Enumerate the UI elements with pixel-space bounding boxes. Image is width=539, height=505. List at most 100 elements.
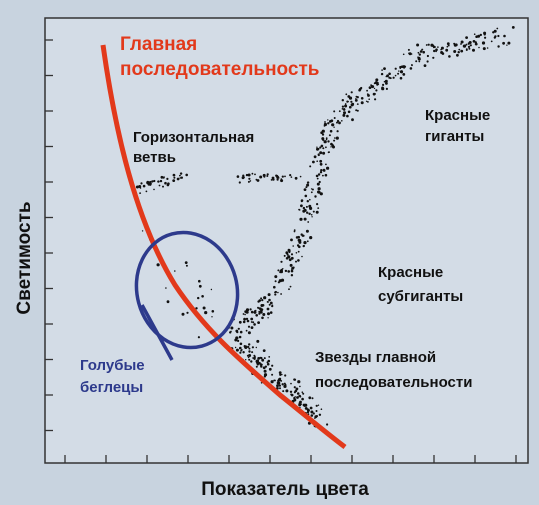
star	[261, 358, 265, 362]
star	[462, 44, 467, 48]
star	[493, 29, 497, 33]
star	[157, 180, 160, 183]
star	[299, 175, 302, 178]
main-sequence-curve	[100, 44, 347, 449]
star	[460, 40, 464, 44]
star	[421, 48, 424, 51]
star	[300, 204, 303, 208]
star	[202, 306, 206, 310]
star	[270, 179, 273, 181]
star	[158, 184, 161, 187]
star	[281, 383, 284, 386]
star	[173, 176, 176, 179]
star	[176, 177, 180, 181]
label: Голубые	[80, 357, 145, 374]
star	[210, 288, 213, 291]
star	[246, 354, 249, 357]
label: гиганты	[425, 128, 484, 145]
star	[298, 209, 301, 211]
star	[271, 364, 274, 367]
star	[327, 119, 329, 121]
star	[347, 110, 351, 114]
star	[380, 72, 384, 76]
star	[283, 384, 287, 388]
star	[354, 99, 358, 102]
star	[290, 253, 294, 256]
star	[400, 70, 404, 74]
star	[153, 188, 155, 191]
star	[285, 389, 289, 393]
star	[289, 285, 292, 288]
star	[324, 121, 326, 123]
star	[302, 392, 305, 395]
star	[276, 178, 279, 181]
star	[316, 146, 318, 148]
star	[263, 369, 267, 373]
star	[279, 270, 281, 272]
star	[260, 365, 263, 368]
star	[317, 147, 320, 150]
star	[320, 131, 323, 134]
star	[355, 109, 358, 112]
star	[344, 103, 347, 105]
star	[343, 111, 346, 115]
star	[180, 176, 183, 179]
star	[319, 159, 323, 163]
star	[430, 43, 434, 47]
star	[398, 70, 400, 72]
star	[318, 413, 322, 416]
star	[460, 49, 464, 53]
star	[496, 27, 499, 30]
star	[326, 423, 329, 426]
star	[276, 381, 279, 385]
star	[288, 288, 290, 291]
star	[301, 397, 304, 401]
star	[415, 60, 418, 63]
star	[394, 67, 397, 70]
star	[149, 180, 152, 184]
star	[274, 293, 277, 296]
star	[255, 365, 258, 368]
star	[356, 109, 359, 112]
star	[271, 373, 274, 376]
star	[301, 255, 303, 258]
star	[237, 327, 240, 330]
star	[277, 379, 280, 383]
star	[418, 60, 421, 63]
star	[402, 73, 406, 76]
star	[267, 301, 269, 303]
label: беглецы	[80, 379, 143, 396]
star	[139, 192, 142, 195]
star	[331, 144, 335, 147]
star	[468, 41, 472, 44]
star	[280, 179, 284, 183]
star	[312, 210, 315, 213]
star	[372, 92, 376, 96]
star	[333, 110, 336, 113]
star	[319, 151, 323, 155]
star	[399, 76, 403, 80]
star	[238, 181, 241, 184]
star	[465, 36, 468, 39]
star	[305, 205, 308, 208]
star	[151, 180, 154, 183]
star	[281, 175, 284, 178]
star	[303, 241, 307, 245]
star	[139, 187, 142, 189]
star	[276, 387, 279, 390]
star	[453, 50, 457, 53]
star	[486, 47, 489, 49]
star	[255, 178, 258, 181]
star	[247, 325, 251, 328]
star	[402, 53, 405, 56]
star	[314, 195, 317, 198]
star	[342, 113, 346, 117]
star	[290, 393, 294, 397]
star	[315, 410, 318, 412]
star	[328, 151, 330, 154]
star	[317, 207, 320, 210]
star	[323, 140, 326, 144]
star	[494, 35, 497, 38]
star	[255, 314, 258, 317]
star	[322, 151, 326, 155]
